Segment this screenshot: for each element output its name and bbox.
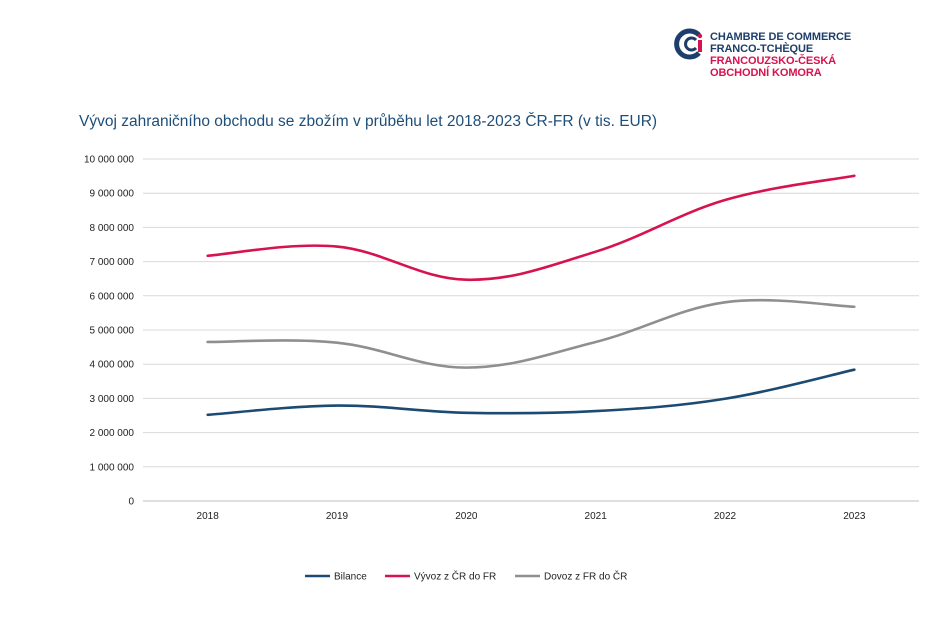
- series-lines: [206, 174, 856, 417]
- y-tick-label: 7 000 000: [90, 257, 135, 268]
- x-tick-label: 2022: [714, 511, 737, 522]
- logo-line-4: OBCHODNÍ KOMORA: [710, 67, 822, 79]
- y-tick-label: 6 000 000: [90, 291, 135, 302]
- x-tick-label: 2023: [843, 511, 866, 522]
- grid-lines: [143, 158, 919, 502]
- y-tick-label: 10 000 000: [84, 155, 134, 166]
- legend-label: Dovoz z FR do ČR: [544, 570, 627, 583]
- x-tick-label: 2021: [585, 511, 608, 522]
- series-line: [206, 368, 856, 417]
- y-tick-label: 3 000 000: [90, 394, 135, 405]
- series-line: [206, 174, 856, 282]
- legend-label: Bilance: [334, 572, 367, 583]
- y-tick-label: 1 000 000: [90, 462, 135, 473]
- logo-line-1: CHAMBRE DE COMMERCE: [710, 31, 852, 43]
- x-tick-label: 2018: [197, 511, 220, 522]
- y-tick-label: 0: [128, 497, 134, 508]
- y-tick-label: 4 000 000: [90, 360, 135, 371]
- y-tick-label: 2 000 000: [90, 428, 135, 439]
- legend: Bilance Vývoz z ČR do FR Dovoz z FR do ČR: [305, 570, 627, 583]
- logo-line-3: FRANCOUZSKO-ČESKÁ: [710, 55, 837, 67]
- chart-title: Vývoj zahraničního obchodu se zbožím v p…: [79, 113, 658, 130]
- y-tick-label: 5 000 000: [90, 326, 135, 337]
- y-tick-label: 9 000 000: [90, 189, 135, 200]
- x-axis-ticks: 2018 2019 2020 2021 2022 2023: [197, 511, 866, 522]
- legend-label: Vývoz z ČR do FR: [414, 570, 496, 583]
- x-tick-label: 2019: [326, 511, 349, 522]
- chamber-logo: CHAMBRE DE COMMERCE FRANCO-TCHÈQUE FRANC…: [672, 26, 872, 86]
- series-line: [206, 298, 856, 369]
- x-tick-label: 2020: [455, 511, 478, 522]
- cci-logo-icon: [674, 28, 703, 60]
- y-axis-ticks: 0 1 000 000 2 000 000 3 000 000 4 000 000 5 0…: [84, 155, 135, 508]
- logo-line-2: FRANCO-TCHÈQUE: [710, 43, 814, 55]
- y-tick-label: 8 000 000: [90, 223, 135, 234]
